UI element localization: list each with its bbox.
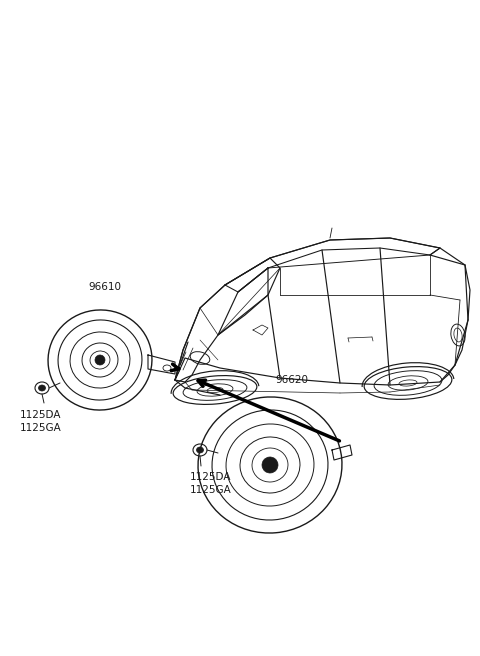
Ellipse shape	[262, 457, 278, 473]
Ellipse shape	[38, 385, 46, 391]
Text: 1125DA: 1125DA	[190, 472, 231, 482]
Text: 96620: 96620	[275, 375, 308, 385]
Ellipse shape	[95, 355, 105, 365]
Text: 96610: 96610	[88, 282, 121, 292]
Ellipse shape	[196, 447, 204, 453]
Text: 1125GA: 1125GA	[190, 485, 232, 495]
Text: 1125GA: 1125GA	[20, 423, 62, 433]
Text: 1125DA: 1125DA	[20, 410, 61, 420]
